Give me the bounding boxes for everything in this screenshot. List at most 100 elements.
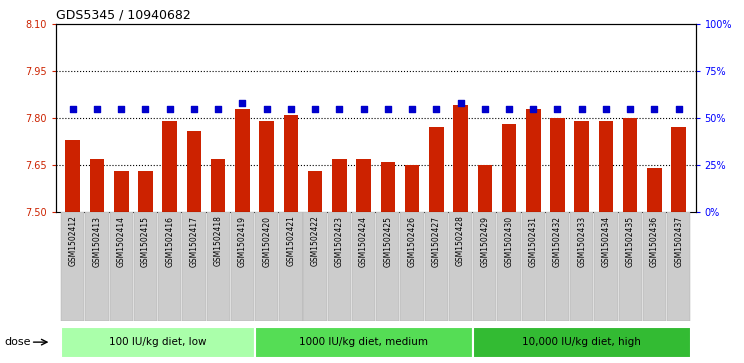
Bar	[352, 212, 375, 321]
Text: GSM1502432: GSM1502432	[553, 216, 562, 266]
Point	[455, 100, 466, 106]
Text: GSM1502437: GSM1502437	[674, 216, 683, 267]
Bar	[260, 121, 274, 212]
Bar	[546, 212, 569, 321]
Text: GSM1502412: GSM1502412	[68, 216, 77, 266]
Bar	[501, 124, 516, 212]
Bar	[551, 118, 565, 212]
Point	[237, 100, 248, 106]
Point	[212, 106, 224, 111]
Point	[406, 106, 418, 111]
Text: GSM1502433: GSM1502433	[577, 216, 586, 267]
Text: GSM1502415: GSM1502415	[141, 216, 150, 266]
Bar	[574, 121, 589, 212]
Text: GSM1502435: GSM1502435	[626, 216, 635, 267]
Point	[188, 106, 200, 111]
Point	[67, 106, 79, 111]
Text: GSM1502414: GSM1502414	[117, 216, 126, 266]
Text: GSM1502428: GSM1502428	[456, 216, 465, 266]
Bar	[182, 212, 205, 321]
Bar	[328, 212, 351, 321]
Bar	[356, 159, 371, 212]
Point	[527, 106, 539, 111]
Point	[333, 106, 345, 111]
Point	[624, 106, 636, 111]
Bar	[207, 212, 230, 321]
Point	[649, 106, 661, 111]
Bar	[235, 109, 250, 212]
Bar	[647, 168, 661, 212]
Bar	[114, 171, 129, 212]
Point	[551, 106, 563, 111]
Bar	[304, 212, 327, 321]
Point	[285, 106, 297, 111]
Point	[310, 106, 321, 111]
Text: GSM1502426: GSM1502426	[408, 216, 417, 266]
Text: GSM1502430: GSM1502430	[504, 216, 513, 267]
Bar	[429, 127, 443, 212]
Bar	[158, 212, 182, 321]
Bar	[472, 327, 690, 358]
Bar	[231, 212, 254, 321]
Bar	[61, 327, 254, 358]
Bar	[332, 159, 347, 212]
Point	[91, 106, 103, 111]
Bar	[138, 171, 153, 212]
Bar	[308, 171, 322, 212]
Text: GSM1502413: GSM1502413	[92, 216, 101, 266]
Bar	[381, 162, 395, 212]
Text: GSM1502424: GSM1502424	[359, 216, 368, 266]
Point	[358, 106, 370, 111]
Bar	[473, 212, 496, 321]
Bar	[667, 212, 690, 321]
Point	[140, 106, 152, 111]
Bar	[279, 212, 303, 321]
Text: 1000 IU/kg diet, medium: 1000 IU/kg diet, medium	[299, 337, 428, 347]
Text: GSM1502418: GSM1502418	[214, 216, 222, 266]
Text: 10,000 IU/kg diet, high: 10,000 IU/kg diet, high	[522, 337, 641, 347]
Bar	[86, 212, 109, 321]
Text: dose: dose	[4, 337, 31, 347]
Bar	[90, 159, 104, 212]
Bar	[643, 212, 666, 321]
Bar	[599, 121, 613, 212]
Point	[382, 106, 394, 111]
Text: GSM1502417: GSM1502417	[190, 216, 199, 266]
Text: GSM1502431: GSM1502431	[529, 216, 538, 266]
Bar	[255, 212, 278, 321]
Bar	[65, 140, 80, 212]
Bar	[522, 212, 545, 321]
Bar	[376, 212, 400, 321]
Bar	[254, 327, 472, 358]
Bar	[453, 105, 468, 212]
Bar	[61, 212, 84, 321]
Bar	[283, 115, 298, 212]
Point	[503, 106, 515, 111]
Text: GSM1502423: GSM1502423	[335, 216, 344, 266]
Bar	[623, 118, 638, 212]
Point	[115, 106, 127, 111]
Bar	[425, 212, 448, 321]
Bar	[478, 165, 492, 212]
Point	[576, 106, 588, 111]
Text: GSM1502429: GSM1502429	[481, 216, 490, 266]
Text: GDS5345 / 10940682: GDS5345 / 10940682	[56, 8, 190, 21]
Point	[260, 106, 272, 111]
Bar	[405, 165, 420, 212]
Text: GSM1502419: GSM1502419	[238, 216, 247, 266]
Text: GSM1502436: GSM1502436	[650, 216, 659, 267]
Bar	[211, 159, 225, 212]
Text: GSM1502421: GSM1502421	[286, 216, 295, 266]
Bar	[671, 127, 686, 212]
Bar	[594, 212, 618, 321]
Bar	[498, 212, 521, 321]
Text: GSM1502422: GSM1502422	[311, 216, 320, 266]
Bar	[526, 109, 541, 212]
Text: GSM1502434: GSM1502434	[601, 216, 611, 267]
Bar	[570, 212, 594, 321]
Text: 100 IU/kg diet, low: 100 IU/kg diet, low	[109, 337, 206, 347]
Text: GSM1502425: GSM1502425	[383, 216, 392, 266]
Bar	[400, 212, 424, 321]
Point	[600, 106, 612, 111]
Bar	[618, 212, 642, 321]
